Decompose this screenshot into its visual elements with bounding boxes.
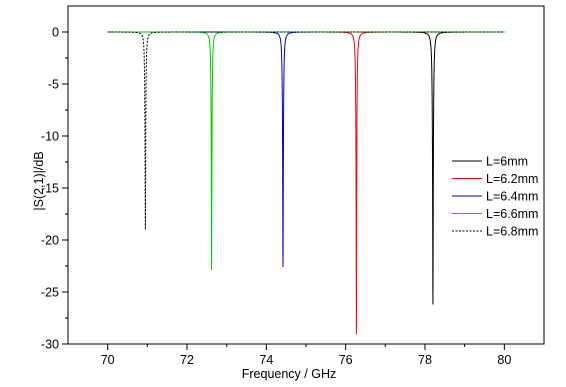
plot-frame xyxy=(67,5,545,345)
x-tick-label: 78 xyxy=(418,353,432,367)
x-tick-label: 80 xyxy=(497,353,511,367)
series-line-2 xyxy=(107,31,505,268)
legend: L=6mm L=6.2mm L=6.4mm L=6.6mm L=6.8mm xyxy=(452,155,538,239)
y-tick-label: -20 xyxy=(41,234,59,248)
y-tick-label: -10 xyxy=(41,130,59,144)
y-tick-label: -5 xyxy=(48,78,59,92)
y-tick-label: -30 xyxy=(41,338,59,352)
legend-label: L=6.6mm xyxy=(486,207,538,221)
series-line-4 xyxy=(107,31,505,230)
series-line-0 xyxy=(107,31,505,305)
plot-border xyxy=(67,5,545,345)
y-axis-label: |S(2,1)|/dB xyxy=(32,151,46,210)
x-tick-label: 72 xyxy=(180,353,194,367)
x-tick-label: 74 xyxy=(259,353,273,367)
x-axis-label: Frequency / GHz xyxy=(242,367,336,381)
x-tick-label: 76 xyxy=(339,353,353,367)
y-tick-label: -15 xyxy=(41,182,59,196)
series-lines xyxy=(107,31,505,335)
series-line-3 xyxy=(107,31,505,271)
y-tick-label: 0 xyxy=(52,26,59,40)
legend-label: L=6mm xyxy=(486,155,528,169)
y-axis-ticks: 0 -5 -10 -15 -20 -25 -30 xyxy=(41,26,68,352)
y-tick-label: -25 xyxy=(41,286,59,300)
legend-label: L=6.8mm xyxy=(486,225,538,239)
series-line-1 xyxy=(107,31,505,335)
legend-label: L=6.4mm xyxy=(486,190,538,204)
x-axis-ticks: 70 72 74 76 78 80 xyxy=(101,344,511,367)
x-tick-label: 70 xyxy=(101,353,115,367)
legend-label: L=6.2mm xyxy=(486,172,538,186)
